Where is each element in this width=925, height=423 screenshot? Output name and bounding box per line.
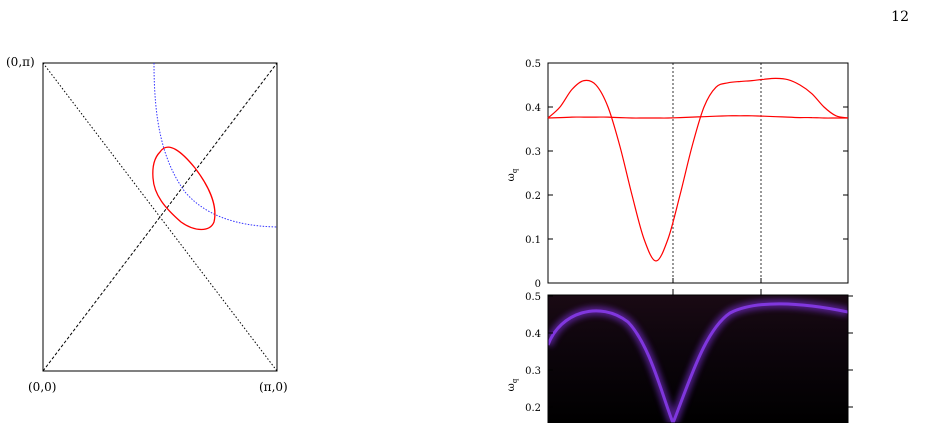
y-ticks-top — [548, 62, 848, 284]
series-layer — [547, 77, 849, 262]
y-tick-label-3: 0.3 — [525, 147, 541, 158]
spectral-panel: 0.5 0.4 0.3 0.2 ωq — [506, 289, 853, 423]
red-ellipse — [152, 146, 216, 231]
corner-label-top-left: (0,π) — [6, 55, 35, 69]
y-tick-label-bottom-3: 0.2 — [525, 403, 541, 414]
dispersion-series-0 — [547, 77, 849, 262]
heatmap-band — [548, 302, 848, 423]
diagonal-dashed-2 — [42, 62, 278, 372]
svg-text:ωq: ωq — [506, 168, 519, 181]
ylabel-omega: ω — [506, 173, 517, 181]
ylabel-omega-bottom: ω — [506, 383, 517, 391]
zone-frame — [42, 62, 278, 372]
dispersion-panel: 0 0.1 0.2 0.3 0.4 0.5 ωq — [506, 59, 849, 290]
y-axis-label-top: ωq — [506, 168, 519, 181]
y-tick-label-bottom-0: 0.5 — [525, 292, 541, 303]
brillouin-zone-panel: (0,π) (0,0) (π,0) — [6, 55, 288, 394]
y-axis-label-bottom: ωq — [506, 378, 519, 391]
diagonal-dotted-1 — [42, 62, 278, 372]
y-tick-label-bottom-2: 0.3 — [525, 366, 541, 377]
surface-curve — [153, 62, 278, 228]
ylabel-sub-bottom: q — [511, 378, 519, 383]
corner-label-bottom-left: (0,0) — [28, 380, 56, 394]
y-tick-label-bottom-1: 0.4 — [525, 329, 541, 340]
y-tick-label-1: 0.1 — [525, 235, 541, 246]
heatmap-frame — [547, 294, 849, 423]
y-tick-label-5: 0.5 — [525, 59, 541, 70]
y-tick-label-4: 0.4 — [525, 103, 541, 114]
page-number: 12 — [891, 9, 909, 25]
dispersion-frame — [547, 62, 849, 284]
corner-label-bottom-right: (π,0) — [259, 380, 288, 394]
y-tick-label-2: 0.2 — [525, 191, 541, 202]
y-ticks-bottom — [548, 289, 853, 408]
dispersion-series-1 — [547, 115, 848, 119]
svg-text:ωq: ωq — [506, 378, 519, 391]
y-tick-label-0: 0 — [535, 279, 541, 290]
heatmap-band-layer — [548, 299, 848, 423]
ylabel-sub: q — [511, 168, 519, 173]
